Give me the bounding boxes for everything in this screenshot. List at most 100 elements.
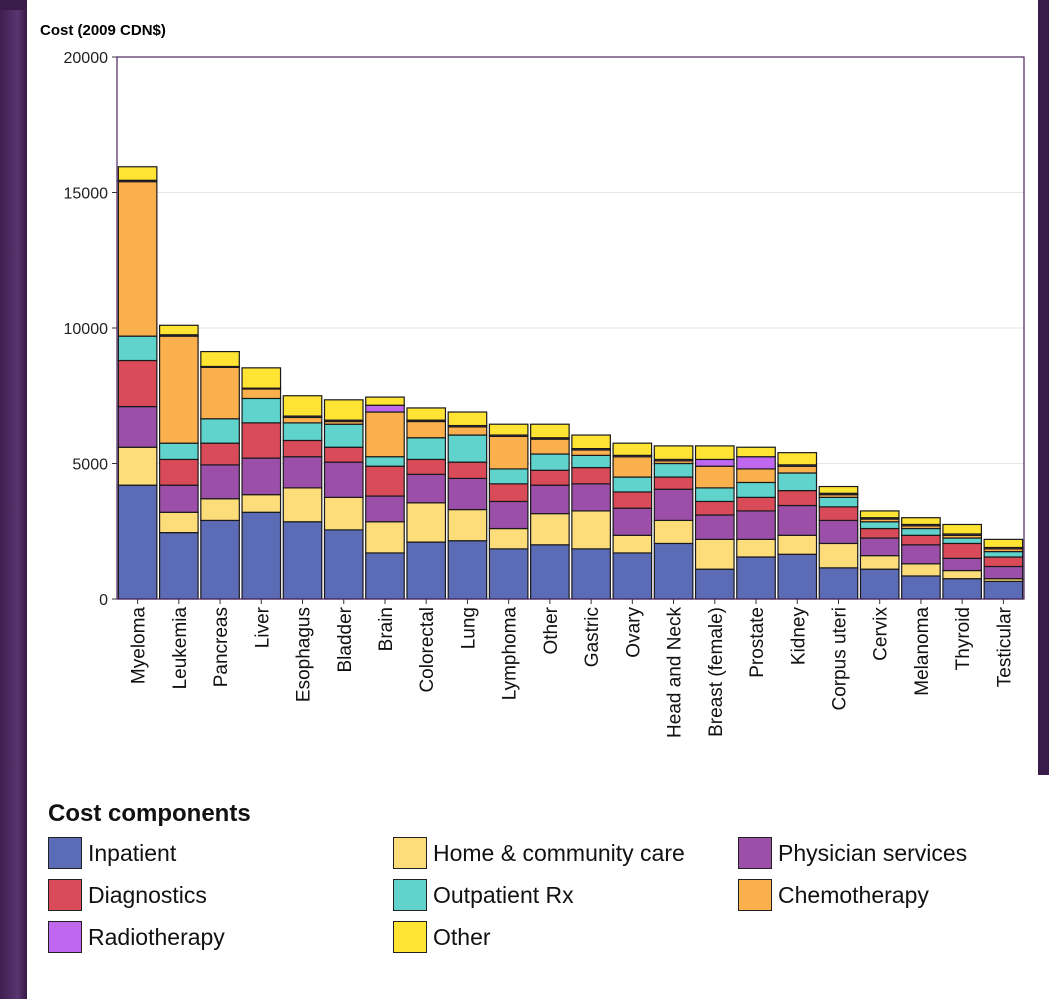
bar-segment-14-7: [694, 445, 735, 461]
bar-segment-15-6: [736, 456, 776, 470]
bar-segment-10-5: [530, 438, 570, 455]
bar-segment-1-2: [158, 484, 199, 513]
bar-segment-12-1: [612, 534, 653, 554]
legend-item: Physician services: [738, 836, 1028, 870]
bar-segment-16-5: [777, 465, 818, 474]
bar-segment-5-2: [323, 461, 364, 498]
bar-segment-8-5: [447, 426, 488, 436]
bar-segment-16-0: [777, 553, 818, 600]
bar-segment-9-2: [488, 500, 529, 530]
bar-segment-19-1: [901, 563, 941, 577]
legend-label: Physician services: [778, 839, 968, 866]
bar-segment-1-3: [158, 458, 199, 486]
bar-segment-8-0: [447, 540, 488, 600]
bar-segment-15-0: [736, 556, 776, 600]
bar-segment-1-5: [158, 335, 199, 444]
bar-segment-18-0: [859, 568, 900, 600]
bar-segment-21-7: [983, 538, 1024, 549]
bar-segment-11-7: [571, 434, 611, 450]
bar-segment-14-4: [694, 487, 735, 503]
bar-segment-8-4: [447, 434, 488, 463]
bar-segment-20-7: [942, 523, 983, 535]
x-tick-label-3: Liver: [252, 606, 273, 648]
bar-segment-14-3: [694, 500, 735, 516]
x-tick-label-21: Testicular: [994, 606, 1015, 687]
bar-segment-3-2: [241, 457, 282, 496]
stacked-bar-chart: 0 5000 10000 15000 20000 Myeloma Leukemia Pancr…: [64, 50, 1025, 738]
bar-segment-0-1: [117, 446, 158, 486]
legend-label: Inpatient: [88, 839, 177, 866]
legend: Cost components Inpatient Home & communit…: [48, 800, 1028, 954]
legend-item: Inpatient: [48, 836, 393, 870]
bar-segment-11-4: [571, 454, 611, 469]
legend-swatch: [738, 837, 772, 869]
bar-segment-16-2: [777, 504, 818, 536]
y-tick-label-1: 5000: [72, 457, 108, 474]
x-tick-label-20: Thyroid: [953, 607, 974, 670]
bar-segment-15-4: [736, 481, 776, 498]
x-tick-label-7: Colorectal: [417, 607, 438, 693]
bar-segment-15-7: [736, 446, 776, 458]
bar-segment-4-4: [282, 422, 323, 442]
x-tick-label-12: Ovary: [623, 607, 644, 658]
x-tick-label-6: Brain: [376, 607, 397, 651]
bar-segment-2-2: [200, 464, 240, 500]
legend-title: Cost components: [48, 800, 251, 827]
bar-segment-7-3: [406, 458, 447, 475]
bar-segment-15-1: [736, 538, 776, 558]
bar-segment-21-4: [983, 550, 1024, 558]
x-tick-label-13: Head and Neck: [665, 607, 686, 738]
bar-segment-6-0: [365, 552, 405, 600]
bar-segment-15-5: [736, 468, 776, 484]
bar-segment-6-4: [365, 456, 405, 467]
bar-segment-18-3: [859, 527, 900, 539]
bar-segment-11-1: [571, 510, 611, 550]
bar-segment-12-4: [612, 476, 653, 493]
legend-label: Home & community care: [433, 839, 685, 866]
legend-item: Outpatient Rx: [393, 878, 738, 912]
bar-segment-10-2: [530, 484, 570, 515]
bar-segment-0-7: [117, 166, 158, 181]
bar-segment-9-3: [488, 483, 529, 503]
x-tick-label-1: Leukemia: [170, 607, 191, 690]
bar-segment-0-4: [117, 335, 158, 362]
x-tick-label-15: Prostate: [747, 607, 768, 678]
bar-segment-12-5: [612, 456, 653, 478]
x-tick-label-2: Pancreas: [211, 607, 232, 687]
bar-segment-3-5: [241, 388, 282, 400]
bar-segment-11-5: [571, 449, 611, 456]
bar-segment-20-2: [942, 557, 983, 572]
bar-segment-4-7: [282, 395, 323, 417]
bar-segment-10-7: [530, 423, 570, 439]
window-right-border: [1038, 0, 1049, 775]
bar-segment-20-3: [942, 542, 983, 559]
y-tick-label-3: 15000: [64, 186, 109, 203]
legend-swatch: [48, 837, 82, 869]
bar-segment-19-2: [901, 544, 941, 565]
bar-segment-1-7: [158, 324, 199, 336]
bar-segment-9-7: [488, 423, 529, 436]
bar-segment-5-3: [323, 446, 364, 463]
bar-segment-2-1: [200, 498, 240, 522]
bar-segment-17-4: [818, 496, 859, 508]
bar-segment-20-4: [942, 537, 983, 545]
legend-swatch: [48, 879, 82, 911]
legend-label: Outpatient Rx: [433, 881, 574, 908]
bar-segment-2-5: [200, 366, 240, 420]
x-tick-label-16: Kidney: [788, 607, 809, 666]
bar-segment-16-3: [777, 490, 818, 507]
y-tick-label-2: 10000: [64, 321, 109, 338]
bar-segment-4-1: [282, 487, 323, 523]
legend-item: Other: [393, 920, 738, 954]
bar-segment-12-3: [612, 491, 653, 509]
x-tick-label-19: Melanoma: [912, 607, 933, 696]
bar-segment-17-0: [818, 567, 859, 600]
bar-segment-3-4: [241, 397, 282, 424]
bar-segment-10-4: [530, 453, 570, 471]
bar-segment-11-3: [571, 466, 611, 485]
y-tick-label-4: 20000: [64, 50, 109, 67]
bar-segment-8-1: [447, 508, 488, 542]
bar-segment-7-7: [406, 407, 447, 421]
bar-segment-13-1: [653, 519, 694, 545]
bar-segment-7-5: [406, 420, 447, 439]
